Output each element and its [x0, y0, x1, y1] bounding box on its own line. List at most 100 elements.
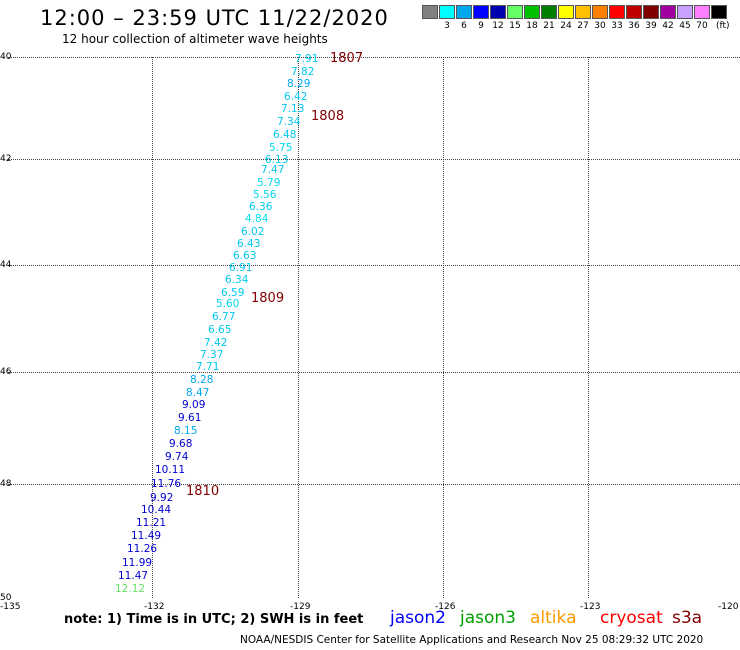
page-subtitle: 12 hour collection of altimeter wave hei…: [62, 32, 328, 46]
latitude-tick-label: 46: [0, 367, 12, 377]
map-area: [8, 57, 740, 598]
pass-time-label: 1808: [311, 109, 345, 124]
longitude-gridline: [152, 57, 153, 598]
colorbar-tick-label: 39: [645, 21, 657, 31]
wave-height-reading: 9.92: [150, 492, 174, 504]
satellite-legend-altika: altika: [530, 608, 577, 628]
latitude-gridline: [8, 57, 740, 58]
wave-height-reading: 11.47: [118, 570, 149, 582]
colorbar-swatch: [507, 5, 523, 19]
longitude-gridline: [298, 57, 299, 598]
colorbar-tick-label: 27: [577, 21, 589, 31]
latitude-gridline: [8, 484, 740, 485]
wave-height-reading: 6.36: [249, 201, 273, 213]
longitude-tick-label: -129: [290, 602, 311, 612]
colorbar-tick-label: 24: [560, 21, 572, 31]
colorbar-swatch: [490, 5, 506, 19]
colorbar-swatch: [660, 5, 676, 19]
wave-height-reading: 6.65: [208, 324, 232, 336]
page-title: 12:00 – 23:59 UTC 11/22/2020: [40, 6, 389, 30]
wave-height-reading: 9.61: [178, 412, 202, 424]
colorbar-swatch: [575, 5, 591, 19]
wave-height-reading: 5.79: [257, 177, 281, 189]
latitude-gridline: [8, 159, 740, 160]
wave-height-reading: 9.74: [165, 451, 189, 463]
colorbar-swatch: [473, 5, 489, 19]
footer-note: note: 1) Time is in UTC; 2) SWH is in fe…: [64, 612, 364, 627]
latitude-gridline: [8, 265, 740, 266]
satellite-legend-jason3: jason3: [460, 608, 516, 628]
colorbar-tick-label: 18: [526, 21, 538, 31]
wave-height-reading: 11.26: [127, 543, 158, 555]
wave-height-reading: 6.77: [212, 311, 236, 323]
colorbar-tick-label: 42: [662, 21, 674, 31]
colorbar-swatch: [422, 5, 438, 19]
wave-height-reading: 11.49: [131, 530, 162, 542]
latitude-tick-label: 44: [0, 260, 12, 270]
colorbar-tick-label: 45: [679, 21, 691, 31]
credit-line: NOAA/NESDIS Center for Satellite Applica…: [240, 634, 704, 646]
wave-height-reading: 11.76: [151, 478, 182, 490]
longitude-tick-label: -135: [0, 602, 21, 612]
satellite-legend-jason2: jason2: [390, 608, 446, 628]
wave-height-reading: 8.47: [186, 387, 210, 399]
colorbar-tick-label: 6: [461, 21, 467, 31]
wave-height-reading: 5.60: [216, 298, 240, 310]
wave-height-reading: 7.34: [277, 116, 301, 128]
wave-height-reading: 7.47: [261, 164, 285, 176]
wave-height-reading: 11.99: [122, 557, 153, 569]
longitude-tick-label: -120: [718, 602, 739, 612]
colorbar-swatch: [694, 5, 710, 19]
wave-height-reading: 6.91: [229, 262, 253, 274]
wave-height-reading: 8.15: [174, 425, 198, 437]
wave-height-reading: 6.34: [225, 274, 249, 286]
latitude-gridline: [8, 372, 740, 373]
colorbar-unit: (ft): [716, 21, 730, 31]
wave-height-reading: 4.84: [245, 213, 269, 225]
wave-height-reading: 7.91: [295, 53, 319, 65]
wave-height-reading: 6.63: [233, 250, 257, 262]
colorbar-tick-label: 9: [478, 21, 484, 31]
pass-time-label: 1809: [251, 291, 285, 306]
colorbar-tick-label: 21: [543, 21, 555, 31]
pass-time-label: 1810: [186, 484, 220, 499]
latitude-tick-label: 50: [0, 593, 12, 603]
wave-height-reading: 6.02: [241, 226, 265, 238]
latitude-tick-label: 40: [0, 52, 12, 62]
wave-height-reading: 11.21: [136, 517, 167, 529]
colorbar-swatch: [541, 5, 557, 19]
longitude-tick-label: -132: [144, 602, 165, 612]
colorbar-tick-label: 30: [594, 21, 606, 31]
wave-height-reading: 6.13: [265, 154, 289, 166]
colorbar-swatch: [439, 5, 455, 19]
colorbar-tick-label: 33: [611, 21, 623, 31]
wave-height-reading: 12.12: [115, 583, 146, 595]
longitude-tick-label: -123: [580, 602, 601, 612]
wave-height-reading: 6.42: [284, 91, 308, 103]
wave-height-reading: 9.09: [182, 399, 206, 411]
wave-height-reading: 5.75: [269, 142, 293, 154]
colorbar-swatch: [524, 5, 540, 19]
wave-height-reading: 7.42: [204, 337, 228, 349]
colorbar-swatch: [711, 5, 727, 19]
wave-height-reading: 8.28: [190, 374, 214, 386]
satellite-legend-s3a: s3a: [672, 608, 703, 628]
colorbar-swatch: [626, 5, 642, 19]
wave-height-reading: 6.48: [273, 129, 297, 141]
wave-height-reading: 8.29: [287, 78, 311, 90]
colorbar-swatch: [558, 5, 574, 19]
longitude-gridline: [588, 57, 589, 598]
wave-height-reading: 7.13: [281, 103, 305, 115]
wave-height-reading: 10.11: [155, 464, 186, 476]
colorbar-swatch: [677, 5, 693, 19]
wave-height-reading: 6.59: [221, 287, 245, 299]
colorbar-tick-label: 12: [492, 21, 504, 31]
colorbar-swatch: [609, 5, 625, 19]
wave-height-reading: 7.71: [196, 361, 220, 373]
longitude-tick-label: -126: [435, 602, 456, 612]
pass-time-label: 1807: [330, 51, 364, 66]
colorbar: [422, 5, 728, 19]
wave-height-reading: 10.44: [141, 504, 172, 516]
longitude-gridline: [443, 57, 444, 598]
